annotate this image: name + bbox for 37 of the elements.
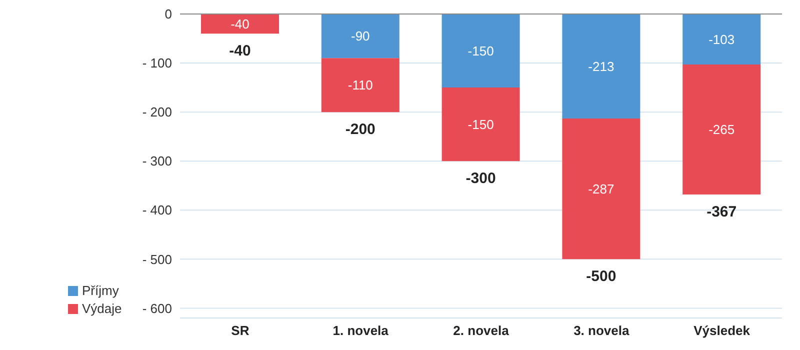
bar bbox=[321, 58, 400, 112]
total-label: -367 bbox=[706, 203, 737, 220]
data-label: -265 bbox=[708, 122, 735, 138]
y-tick-label: - 100 bbox=[142, 56, 172, 71]
legend-label: Příjmy bbox=[82, 283, 119, 298]
data-label: -90 bbox=[351, 28, 370, 44]
y-tick-label: - 400 bbox=[142, 202, 172, 218]
total-label: -200 bbox=[345, 121, 376, 138]
bar bbox=[682, 14, 761, 65]
bar bbox=[201, 14, 279, 34]
bar bbox=[562, 14, 640, 118]
y-tick-label: - 200 bbox=[142, 104, 172, 120]
bar bbox=[682, 64, 761, 194]
total-label: -40 bbox=[229, 42, 251, 60]
total-label: -500 bbox=[586, 268, 616, 286]
legend-label: Výdaje bbox=[82, 301, 122, 316]
x-tick-label: SR bbox=[231, 323, 250, 338]
x-tick-label: 1. novela bbox=[332, 323, 390, 338]
bar bbox=[321, 14, 400, 58]
y-tick-label: - 600 bbox=[142, 300, 172, 316]
y-tick-label: 0 bbox=[164, 6, 172, 22]
bar bbox=[442, 14, 520, 88]
x-tick-label: 3. novela bbox=[574, 323, 630, 338]
bar bbox=[442, 88, 520, 162]
y-tick-label: - 300 bbox=[142, 154, 172, 169]
data-label: -213 bbox=[588, 58, 614, 74]
data-label: -103 bbox=[708, 32, 735, 47]
data-label: -40 bbox=[230, 16, 250, 32]
x-tick-label: Výsledek bbox=[694, 323, 751, 338]
y-tick-label: - 500 bbox=[142, 252, 172, 267]
data-label: -150 bbox=[468, 116, 494, 132]
total-label: -300 bbox=[466, 170, 496, 188]
bar bbox=[562, 118, 640, 260]
data-label: -150 bbox=[468, 43, 494, 58]
data-label: -287 bbox=[588, 181, 614, 196]
data-label: -110 bbox=[348, 78, 373, 93]
x-tick-label: 2. novela bbox=[453, 323, 510, 338]
